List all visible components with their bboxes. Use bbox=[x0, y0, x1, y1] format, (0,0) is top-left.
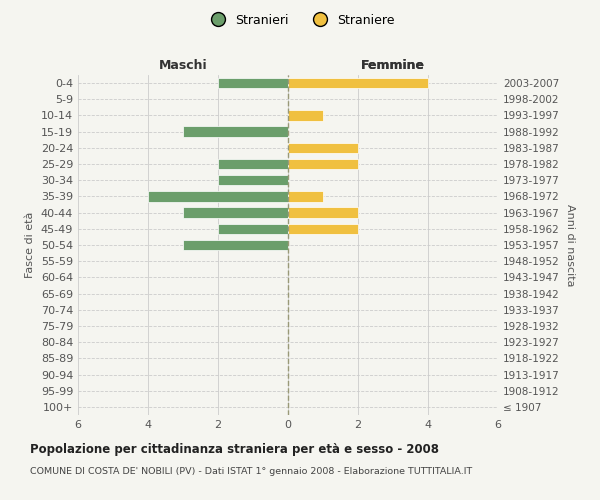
Bar bbox=[218, 78, 288, 88]
Bar bbox=[218, 175, 288, 186]
Bar bbox=[288, 78, 428, 88]
Bar bbox=[218, 224, 288, 234]
Bar bbox=[288, 142, 358, 153]
Bar bbox=[218, 159, 288, 170]
Text: Femmine: Femmine bbox=[361, 58, 425, 71]
Bar bbox=[288, 159, 358, 170]
Bar bbox=[288, 191, 323, 202]
Bar bbox=[183, 208, 288, 218]
Text: Maschi: Maschi bbox=[158, 58, 208, 71]
Text: Femmine: Femmine bbox=[361, 58, 425, 71]
Legend: Stranieri, Straniere: Stranieri, Straniere bbox=[200, 8, 400, 32]
Y-axis label: Anni di nascita: Anni di nascita bbox=[565, 204, 575, 286]
Bar bbox=[288, 110, 323, 120]
Bar bbox=[183, 126, 288, 137]
Bar bbox=[148, 191, 288, 202]
Bar bbox=[288, 224, 358, 234]
Bar bbox=[288, 208, 358, 218]
Bar bbox=[183, 240, 288, 250]
Text: Popolazione per cittadinanza straniera per età e sesso - 2008: Popolazione per cittadinanza straniera p… bbox=[30, 442, 439, 456]
Text: COMUNE DI COSTA DE' NOBILI (PV) - Dati ISTAT 1° gennaio 2008 - Elaborazione TUTT: COMUNE DI COSTA DE' NOBILI (PV) - Dati I… bbox=[30, 468, 472, 476]
Y-axis label: Fasce di età: Fasce di età bbox=[25, 212, 35, 278]
